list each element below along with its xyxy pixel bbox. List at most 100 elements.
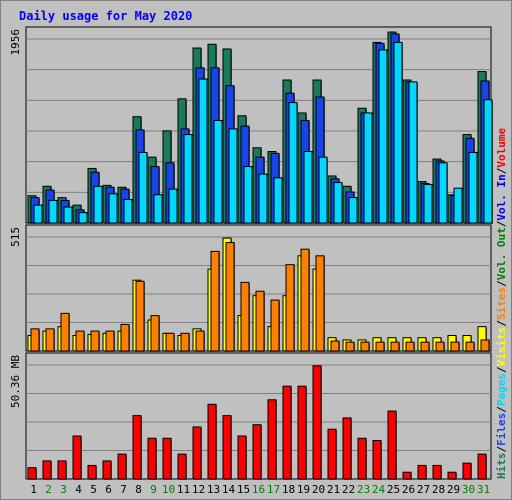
bar-sites-day-28 bbox=[435, 341, 445, 352]
bar-volume-day-11 bbox=[177, 453, 187, 480]
bar-pages-day-16 bbox=[258, 173, 268, 224]
day-label: 4 bbox=[75, 483, 82, 496]
bar-sites-day-23 bbox=[360, 341, 370, 352]
legend-item: Volume bbox=[495, 128, 508, 168]
day-label: 31 bbox=[477, 483, 490, 496]
bar-volume-day-9 bbox=[147, 437, 157, 480]
day-label: 12 bbox=[192, 483, 205, 496]
bar-pages-day-3 bbox=[63, 206, 73, 224]
bar-sites-day-1 bbox=[30, 328, 40, 352]
bar-volume-day-1 bbox=[27, 467, 37, 480]
panel-bottom: 50.36 MB bbox=[9, 352, 492, 480]
bar-volume-day-14 bbox=[222, 415, 232, 480]
y-max-label: 515 bbox=[9, 227, 22, 247]
bar-pages-day-28 bbox=[438, 162, 448, 224]
day-label: 18 bbox=[282, 483, 295, 496]
day-label: 1 bbox=[30, 483, 37, 496]
day-label: 19 bbox=[297, 483, 310, 496]
legend-item: Hits bbox=[495, 453, 508, 480]
bar-sites-day-22 bbox=[345, 341, 355, 352]
bar-pages-day-13 bbox=[213, 119, 223, 224]
bar-volume-day-15 bbox=[237, 435, 247, 480]
day-label: 13 bbox=[207, 483, 220, 496]
legend-item: Visits bbox=[495, 327, 508, 367]
bar-volume-day-17 bbox=[267, 399, 277, 480]
bar-volume-day-13 bbox=[207, 403, 217, 480]
bar-volume-day-27 bbox=[417, 464, 427, 480]
bar-volume-day-22 bbox=[342, 417, 352, 480]
y-max-label: 1956 bbox=[9, 29, 22, 56]
chart-title: Daily usage for May 2020 bbox=[19, 9, 192, 23]
bar-volume-day-25 bbox=[387, 410, 397, 480]
day-label: 5 bbox=[90, 483, 97, 496]
bar-sites-day-2 bbox=[45, 328, 55, 352]
legend-item: / bbox=[495, 280, 508, 287]
bar-pages-day-22 bbox=[348, 197, 358, 224]
bar-volume-day-10 bbox=[162, 437, 172, 480]
bar-pages-day-8 bbox=[138, 151, 148, 224]
day-label: 29 bbox=[447, 483, 460, 496]
bar-volume-day-2 bbox=[42, 460, 52, 480]
legend-item: / bbox=[495, 366, 508, 373]
bar-pages-day-4 bbox=[78, 212, 88, 224]
bar-pages-day-9 bbox=[153, 194, 163, 224]
bar-sites-day-25 bbox=[390, 341, 400, 352]
legend-item: / bbox=[495, 320, 508, 327]
bar-sites-day-16 bbox=[255, 290, 265, 352]
day-label: 21 bbox=[327, 483, 340, 496]
bar-volume-day-19 bbox=[297, 385, 307, 480]
bar-volume-day-24 bbox=[372, 440, 382, 480]
bar-pages-day-11 bbox=[183, 134, 193, 224]
legend-item: / bbox=[495, 220, 508, 227]
bar-pages-day-27 bbox=[423, 183, 433, 224]
panel-border bbox=[25, 224, 492, 352]
bar-sites-day-13 bbox=[210, 250, 220, 352]
bar-sites-day-14 bbox=[225, 242, 235, 352]
day-label: 8 bbox=[135, 483, 142, 496]
day-label: 15 bbox=[237, 483, 250, 496]
day-label: 3 bbox=[60, 483, 67, 496]
bar-volume-day-29 bbox=[447, 471, 457, 480]
day-label: 9 bbox=[150, 483, 157, 496]
panel-middle: 515 bbox=[9, 224, 492, 352]
bar-pages-day-31 bbox=[483, 99, 493, 224]
bar-pages-day-14 bbox=[228, 128, 238, 224]
bar-pages-day-21 bbox=[333, 182, 343, 224]
bar-pages-day-2 bbox=[48, 199, 58, 224]
bar-sites-day-17 bbox=[270, 299, 280, 352]
day-label: 30 bbox=[462, 483, 475, 496]
day-label: 22 bbox=[342, 483, 355, 496]
bar-pages-day-23 bbox=[363, 112, 373, 224]
day-label: 27 bbox=[417, 483, 430, 496]
day-label: 14 bbox=[222, 483, 236, 496]
bar-pages-day-12 bbox=[198, 78, 208, 224]
bar-pages-day-30 bbox=[468, 151, 478, 224]
bar-volume-day-31 bbox=[477, 453, 487, 480]
bar-volume-day-8 bbox=[132, 415, 142, 480]
bar-sites-day-10 bbox=[165, 332, 175, 352]
bar-volume-day-3 bbox=[57, 460, 67, 480]
bar-sites-day-30 bbox=[465, 341, 475, 352]
bar-sites-day-12 bbox=[195, 330, 205, 352]
bar-sites-day-15 bbox=[240, 281, 250, 352]
panel-top: 1956 bbox=[9, 26, 493, 225]
bar-sites-day-26 bbox=[405, 341, 415, 352]
y-max-label: 50.36 MB bbox=[9, 355, 22, 408]
bar-sites-day-8 bbox=[135, 280, 145, 352]
bar-pages-day-17 bbox=[273, 177, 283, 224]
bar-pages-day-24 bbox=[378, 49, 388, 224]
day-label: 24 bbox=[372, 483, 386, 496]
bar-volume-day-12 bbox=[192, 426, 202, 480]
bar-sites-day-9 bbox=[150, 315, 160, 352]
bar-pages-day-1 bbox=[33, 204, 43, 224]
legend-item: / bbox=[495, 446, 508, 453]
bar-pages-day-5 bbox=[93, 185, 103, 224]
legend-item: Pages bbox=[495, 373, 508, 406]
bar-volume-day-21 bbox=[327, 428, 337, 480]
bar-pages-day-19 bbox=[303, 151, 313, 224]
day-label: 23 bbox=[357, 483, 370, 496]
bar-sites-day-27 bbox=[420, 341, 430, 352]
bar-volume-day-5 bbox=[87, 464, 97, 480]
bar-sites-day-24 bbox=[375, 341, 385, 352]
